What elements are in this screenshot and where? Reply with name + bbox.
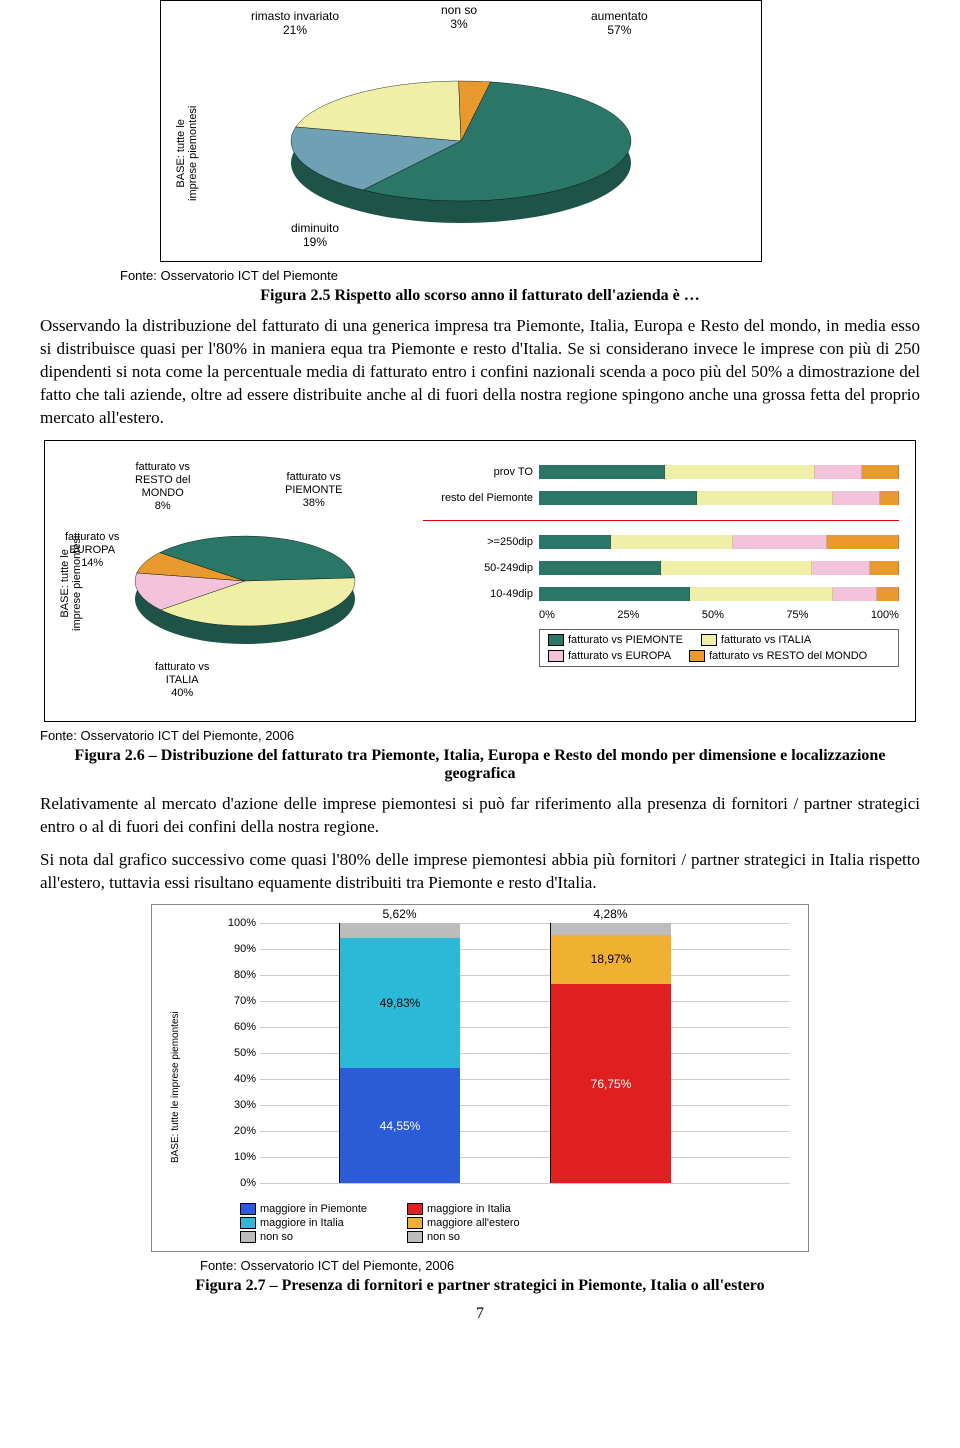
stacked-top-label: 4,28%	[593, 907, 627, 921]
bar-row-label: 10-49dip	[423, 588, 539, 600]
stacked-column: 44,55%49,83%	[339, 923, 460, 1183]
pie26-label-piemonte: fatturato vs PIEMONTE 38%	[285, 471, 342, 511]
paragraph-2: Relativamente al mercato d'azione delle …	[40, 793, 920, 839]
pie26-label-italia: fatturato vs ITALIA 40%	[155, 661, 209, 701]
pie-label-rimasto: rimasto invariato 21%	[251, 9, 339, 38]
figure-2-6-source: Fonte: Osservatorio ICT del Piemonte, 20…	[40, 728, 920, 743]
combo-bar-panel: prov TO resto del Piemonte >=250dip 50-249d…	[415, 441, 915, 721]
legend-item: non so	[407, 1231, 520, 1243]
bar-row-label: 50-249dip	[423, 562, 539, 574]
paragraph-1: Osservando la distribuzione del fatturat…	[40, 315, 920, 430]
pie26-label-mondo: fatturato vs RESTO del MONDO 8%	[135, 461, 190, 514]
pie-svg	[161, 1, 761, 261]
figure-2-5-source: Fonte: Osservatorio ICT del Piemonte	[120, 268, 920, 283]
bar-row-label: resto del Piemonte	[423, 492, 539, 504]
bar-row-label: prov TO	[423, 466, 539, 478]
pie26-label-europa: fatturato vs EUROPA 14%	[65, 531, 119, 571]
page-number: 7	[40, 1305, 920, 1323]
bar-row: >=250dip	[423, 531, 899, 553]
stacked-column: 76,75%18,97%	[550, 923, 671, 1183]
figure-2-5-caption: Figura 2.5 Rispetto allo scorso anno il …	[40, 287, 920, 305]
y-axis-label: BASE: tutte le imprese piemontesi	[175, 106, 199, 201]
bar-row: prov TO	[423, 461, 899, 483]
paragraph-3: Si nota dal grafico successivo come quas…	[40, 849, 920, 895]
bar-row: resto del Piemonte	[423, 487, 899, 509]
legend-item: maggiore in Italia	[407, 1203, 520, 1215]
legend-item: maggiore all'estero	[407, 1217, 520, 1229]
legend-item: maggiore in Italia	[240, 1217, 367, 1229]
bar-row: 10-49dip	[423, 583, 899, 605]
figure-2-6-combo-chart: BASE: tutte le imprese piemontesi fattur…	[44, 440, 916, 722]
stacked-top-label: 5,62%	[382, 907, 416, 921]
legend-item: fatturato vs EUROPA	[548, 650, 671, 662]
figure-2-5-pie-chart: BASE: tutte le imprese piemontesi rimast…	[160, 0, 762, 262]
stacked-y-axis-label: BASE: tutte le imprese piemontesi	[170, 1012, 181, 1164]
combo-pie-svg	[45, 441, 415, 721]
pie-label-diminuito: diminuito 19%	[291, 221, 339, 250]
bar-row: 50-249dip	[423, 557, 899, 579]
bar-row-label: >=250dip	[423, 536, 539, 548]
legend-item: fatturato vs ITALIA	[701, 634, 811, 646]
figure-2-6-caption: Figura 2.6 – Distribuzione del fatturato…	[40, 747, 920, 783]
figure-2-7-stacked-chart: BASE: tutte le imprese piemontesi 0%10%2…	[151, 904, 809, 1252]
pie-label-nonso: non so 3%	[441, 3, 477, 32]
legend-item: fatturato vs PIEMONTE	[548, 634, 683, 646]
combo-bar-x-axis: 0%25%50%75%100%	[539, 609, 899, 621]
legend-item: non so	[240, 1231, 367, 1243]
combo-bar-legend: fatturato vs PIEMONTE fatturato vs ITALIA…	[539, 629, 899, 667]
pie-label-aumentato: aumentato 57%	[591, 9, 648, 38]
figure-2-7-source: Fonte: Osservatorio ICT del Piemonte, 20…	[200, 1258, 920, 1273]
figure-2-7-caption: Figura 2.7 – Presenza di fornitori e par…	[40, 1277, 920, 1295]
legend-item: fatturato vs RESTO del MONDO	[689, 650, 867, 662]
legend-item: maggiore in Piemonte	[240, 1203, 367, 1215]
